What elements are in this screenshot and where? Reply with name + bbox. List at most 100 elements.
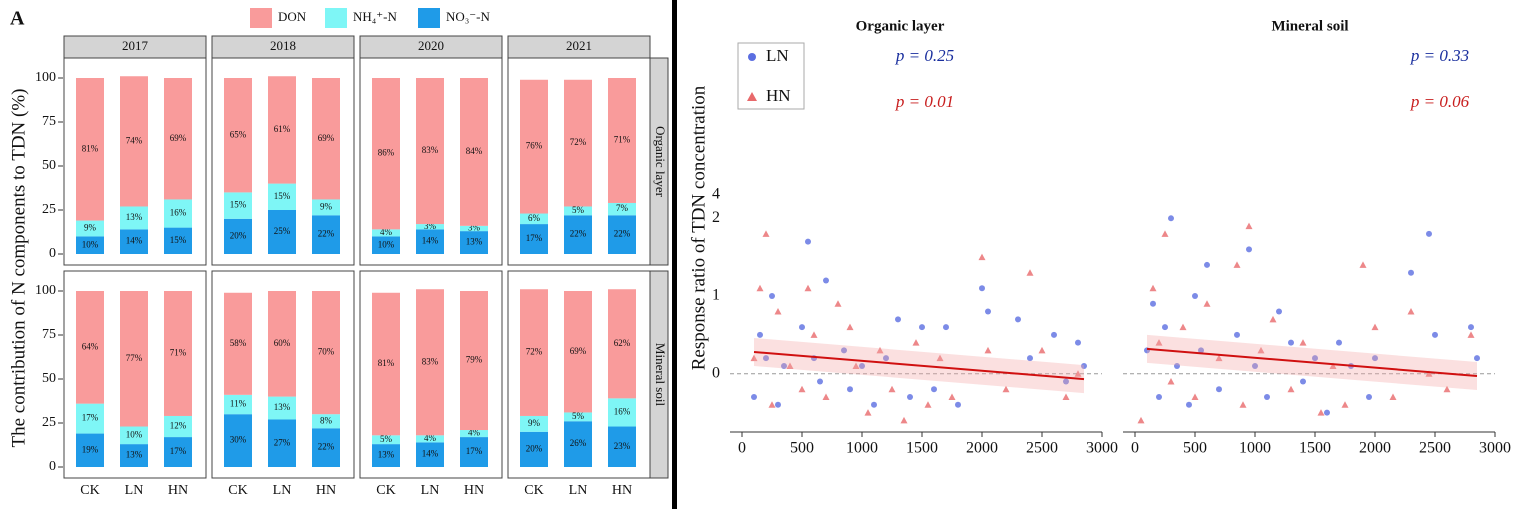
point [900, 416, 908, 424]
point [1245, 222, 1253, 230]
bar-value-label: 27% [274, 437, 291, 447]
x-tick-label: 3000 [1086, 440, 1118, 457]
bar-segment [460, 225, 488, 232]
bar-value-label: 5% [572, 411, 585, 421]
y-tick-label: 75 [42, 327, 56, 342]
row-label: Organic layer [653, 126, 668, 198]
bar-segment [312, 291, 340, 415]
point [1150, 300, 1156, 307]
point [756, 284, 764, 292]
bar-value-label: 14% [422, 236, 439, 246]
point [1179, 323, 1187, 331]
point [852, 362, 860, 369]
bar-segment [76, 433, 104, 467]
x-tick-label: LN [421, 483, 440, 498]
bar-segment [76, 78, 104, 221]
x-tick-label: LN [569, 483, 588, 498]
bar-segment [372, 236, 400, 254]
bar-segment [164, 437, 192, 467]
y-tick-label: 0 [49, 459, 56, 474]
bar-value-label: 12% [170, 421, 187, 431]
legend-label: NH₄⁺-N [353, 9, 397, 24]
legend-swatch [325, 8, 347, 28]
point [1155, 339, 1163, 346]
bar-segment [268, 396, 296, 420]
x-tick-label: CK [376, 483, 395, 498]
panel-label: A [10, 8, 25, 30]
point [1257, 346, 1265, 354]
legend-label: LN [766, 46, 789, 65]
bar-segment [372, 78, 400, 230]
point [1156, 394, 1162, 401]
point [1467, 331, 1475, 338]
bar-value-label: 22% [318, 229, 335, 239]
point [1407, 308, 1415, 315]
bar-segment [520, 224, 548, 254]
bar-segment [608, 202, 636, 216]
bar-value-label: 4% [424, 433, 437, 443]
bar-value-label: 83% [422, 145, 439, 155]
point [762, 230, 770, 237]
bar-segment [164, 199, 192, 228]
point [804, 284, 812, 292]
point [1015, 316, 1021, 323]
point [984, 346, 992, 354]
bar-value-label: 69% [170, 133, 187, 143]
point [1300, 378, 1306, 385]
bar-value-label: 83% [422, 356, 439, 366]
bar-segment [416, 289, 444, 436]
x-tick-label: LN [125, 483, 144, 498]
point [1474, 355, 1480, 362]
x-tick-label: 500 [790, 440, 814, 457]
bar-value-label: 9% [528, 418, 541, 428]
panel-title: Organic layer [856, 18, 945, 34]
bar-value-label: 17% [170, 446, 187, 456]
point [781, 362, 787, 369]
bar-value-label: 19% [82, 444, 99, 454]
panel-title: Mineral soil [1271, 18, 1348, 34]
point [1341, 401, 1349, 408]
point [1233, 261, 1241, 268]
point [1359, 261, 1367, 268]
y-tick-label: 100 [35, 283, 56, 298]
bar-segment [120, 206, 148, 230]
y-tick-label: 0 [712, 364, 720, 381]
bar-segment [76, 236, 104, 254]
point [775, 401, 781, 408]
bar-segment [460, 430, 488, 438]
bar-segment [76, 403, 104, 434]
x-tick-label: 1500 [906, 440, 938, 457]
y-tick-label: 100 [35, 70, 56, 85]
bar-segment [164, 415, 192, 438]
y-tick-label: 1 [712, 287, 720, 304]
point [1203, 300, 1211, 307]
point [1336, 339, 1342, 346]
x-tick-label: 0 [1131, 440, 1139, 457]
bar-value-label: 84% [466, 146, 483, 156]
bar-value-label: 70% [318, 347, 335, 357]
bar-segment [460, 231, 488, 254]
bar-segment [312, 199, 340, 216]
bar-segment [460, 78, 488, 226]
bar-value-label: 20% [230, 230, 247, 240]
point [751, 394, 757, 401]
point [883, 355, 889, 362]
bar-segment [312, 215, 340, 254]
bar-value-label: 13% [126, 450, 143, 460]
p-value: p = 0.06 [1410, 92, 1470, 111]
bar-segment [76, 291, 104, 404]
legend-swatch [250, 8, 272, 28]
bar-value-label: 30% [230, 435, 247, 445]
bar-segment [312, 414, 340, 429]
point [798, 385, 806, 393]
bar-segment [268, 210, 296, 254]
point [1239, 401, 1247, 408]
point [1389, 393, 1397, 401]
point [1432, 331, 1438, 338]
point [1269, 315, 1277, 323]
point [799, 324, 805, 331]
bar-value-label: 13% [274, 402, 291, 412]
y-axis-label: Response ratio of TDN concentration [688, 85, 709, 370]
bar-segment [120, 76, 148, 207]
